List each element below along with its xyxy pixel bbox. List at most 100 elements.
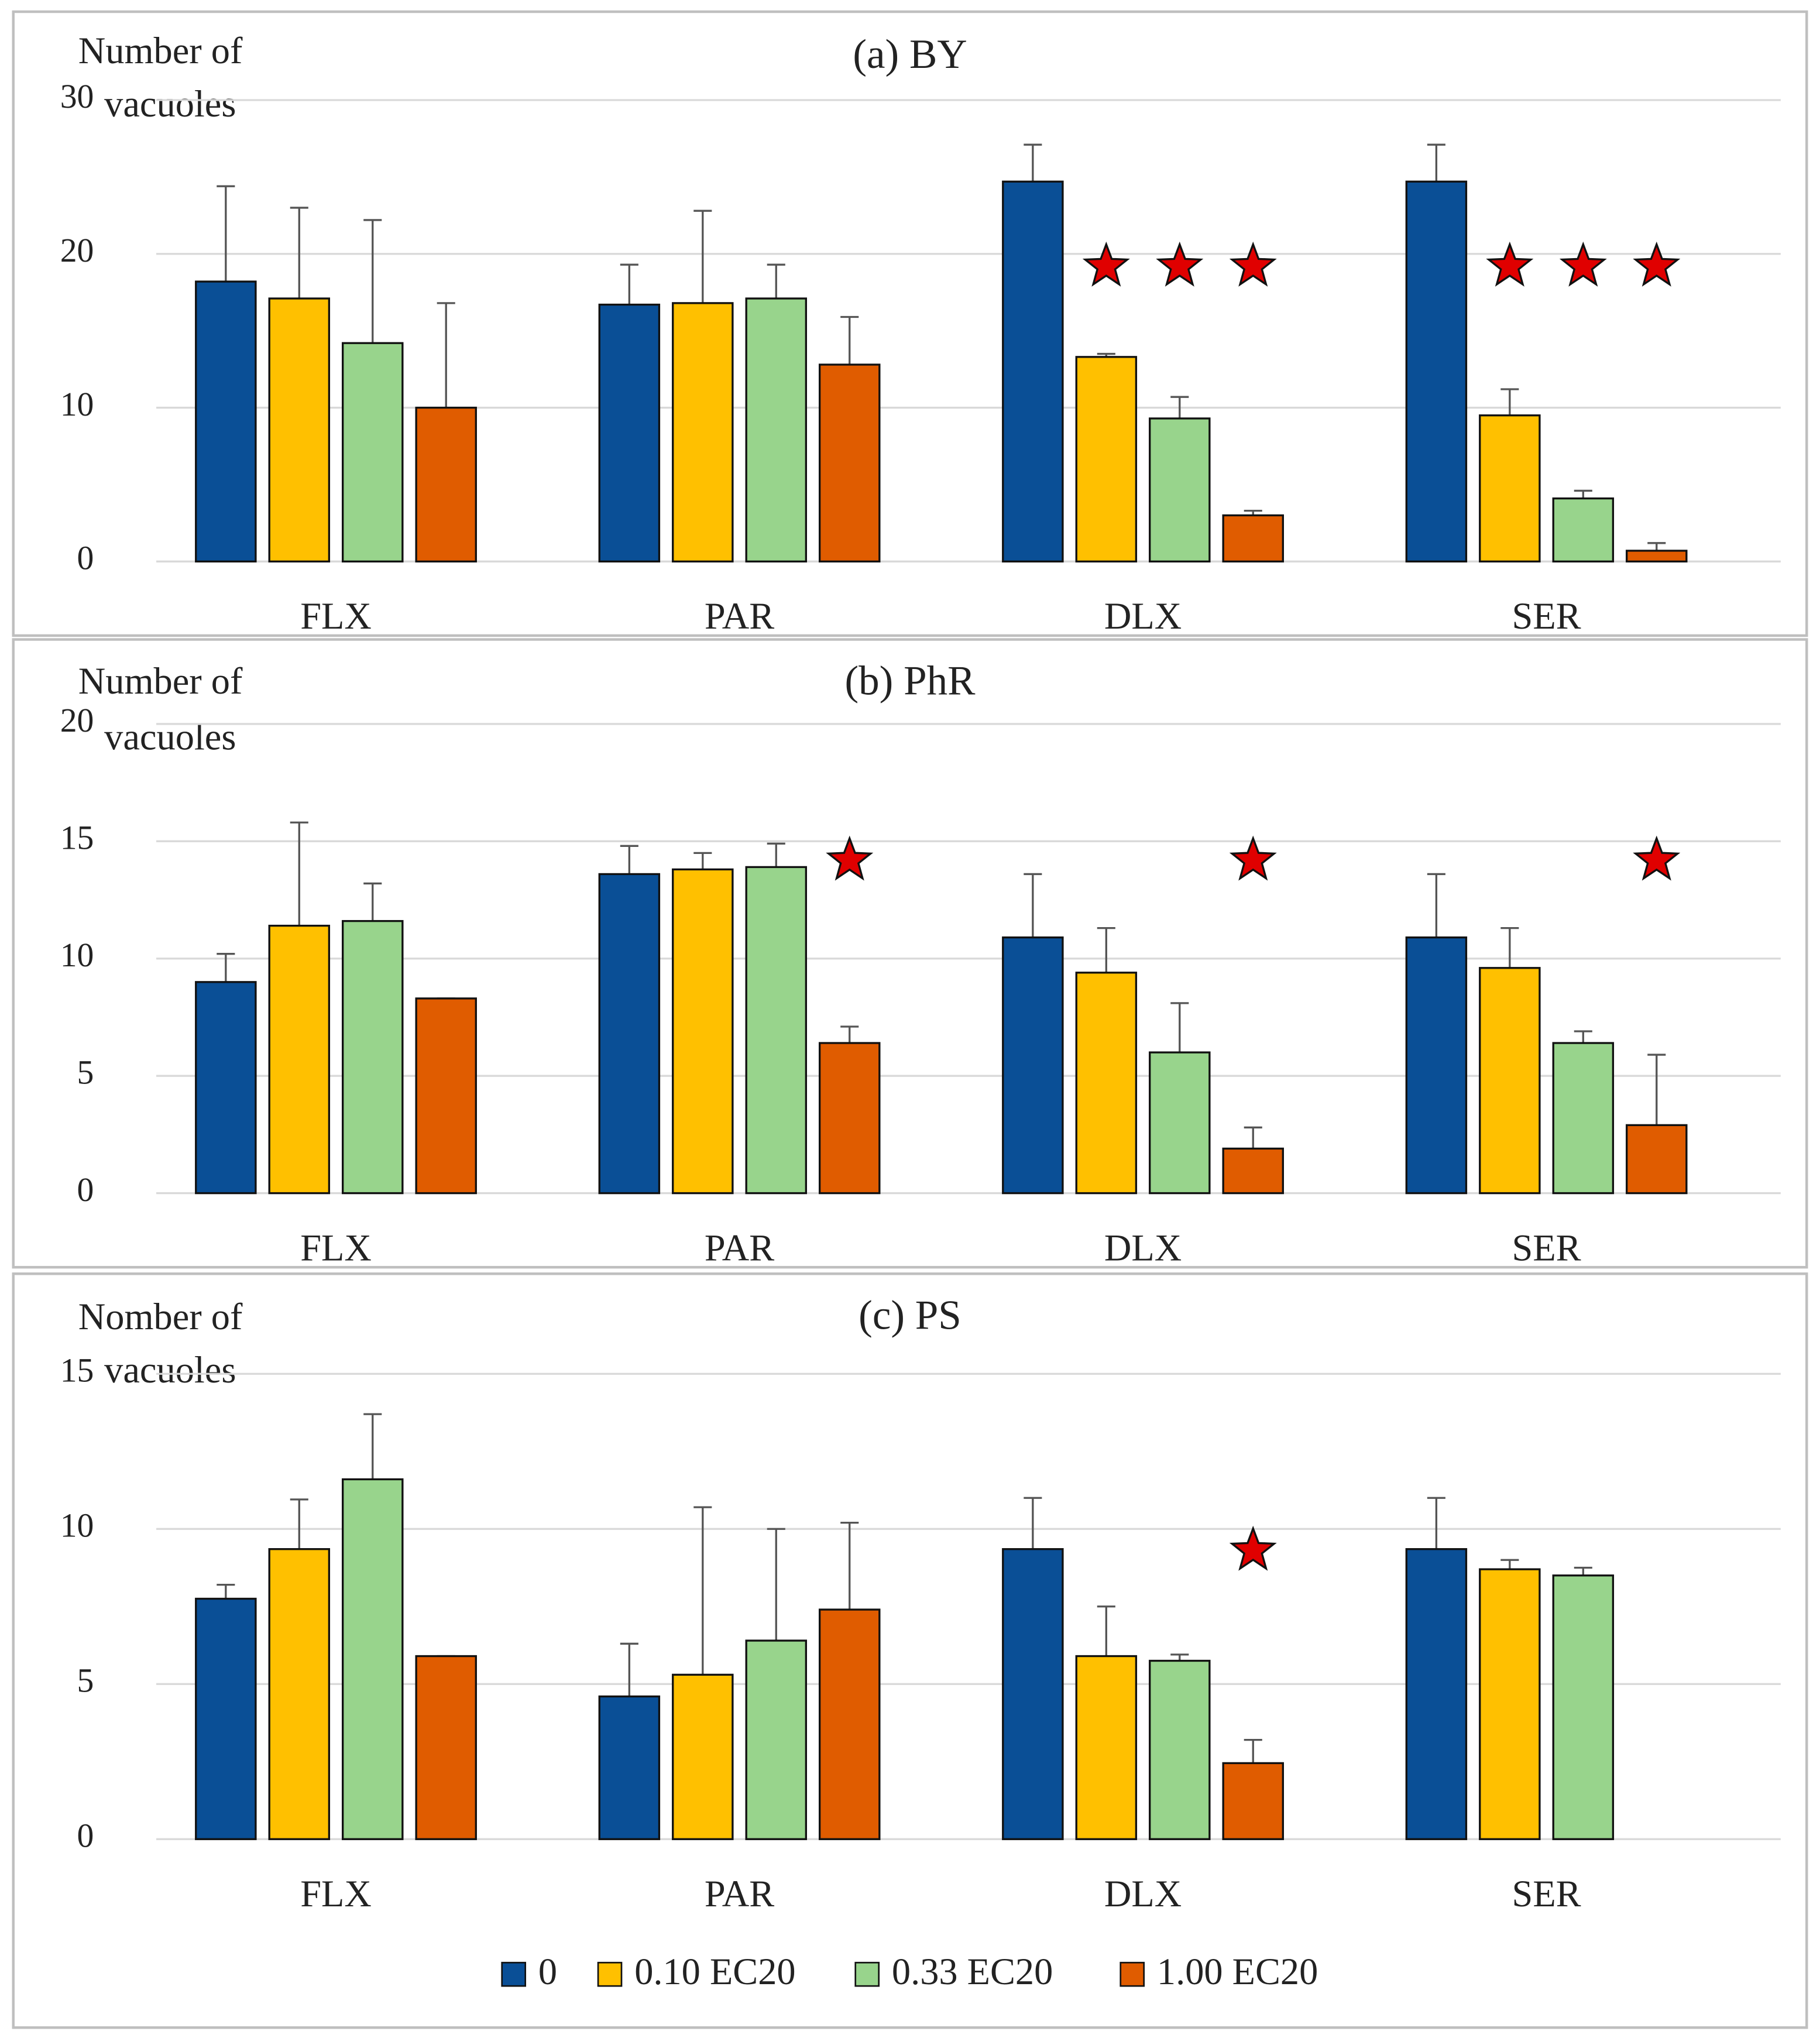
y-tick-label: 30 xyxy=(60,78,94,115)
significance-star xyxy=(826,835,874,881)
bar xyxy=(1149,417,1211,562)
bar xyxy=(745,866,808,1195)
legend-swatch xyxy=(1120,1961,1145,1987)
error-bar xyxy=(1244,1126,1262,1149)
bar xyxy=(1222,514,1284,562)
panel-frame xyxy=(12,10,1808,637)
error-bar xyxy=(1427,1497,1445,1549)
bar xyxy=(1626,550,1688,562)
legend-swatch xyxy=(597,1961,623,1987)
bar xyxy=(195,1597,257,1840)
significance-star xyxy=(1229,835,1277,881)
bar xyxy=(1626,1124,1688,1195)
y-tick-label: 15 xyxy=(60,820,94,857)
error-bar xyxy=(290,821,308,926)
error-bar xyxy=(1024,1497,1042,1549)
legend-swatch xyxy=(501,1961,527,1987)
y-axis-label: vacuoles xyxy=(104,1349,236,1391)
bar xyxy=(195,981,257,1195)
x-tick-label: PAR xyxy=(705,1873,774,1915)
error-bar xyxy=(1427,143,1445,182)
error-bar xyxy=(840,315,859,365)
bar xyxy=(195,280,257,562)
bar xyxy=(342,1478,404,1840)
x-tick-label: FLX xyxy=(300,1227,372,1268)
y-axis-label: Number of xyxy=(78,30,243,71)
chart-title: (c) PS xyxy=(859,1292,961,1338)
error-bar xyxy=(1500,388,1519,416)
bar xyxy=(1002,1548,1064,1840)
bar xyxy=(342,342,404,562)
y-tick-label: 5 xyxy=(77,1662,94,1699)
significance-star xyxy=(1229,1525,1277,1571)
legend-label: 0.33 EC20 xyxy=(892,1951,1053,1992)
error-bar xyxy=(1024,873,1042,938)
bar xyxy=(1075,972,1138,1195)
x-tick-label: SER xyxy=(1512,1227,1581,1268)
error-bar xyxy=(1170,1002,1189,1053)
bar xyxy=(1222,1762,1284,1840)
legend-swatch xyxy=(854,1961,880,1987)
x-tick-label: FLX xyxy=(300,595,372,637)
error-bar xyxy=(1647,542,1666,551)
bar xyxy=(1075,1655,1138,1840)
y-tick-label: 20 xyxy=(60,702,94,739)
bar xyxy=(1149,1659,1211,1840)
bar xyxy=(1552,1574,1615,1840)
bar xyxy=(415,997,477,1195)
y-axis-label: Nomber of xyxy=(78,1296,243,1337)
y-tick-label: 0 xyxy=(77,540,94,577)
bar xyxy=(818,1608,881,1840)
error-bar xyxy=(767,1528,785,1641)
y-tick-label: 10 xyxy=(60,937,94,974)
bar xyxy=(1405,936,1468,1195)
significance-star xyxy=(1633,241,1681,287)
bar xyxy=(598,303,661,562)
error-bar xyxy=(840,1521,859,1610)
bar xyxy=(672,868,734,1195)
error-bar xyxy=(620,1642,638,1697)
y-tick-label: 10 xyxy=(60,386,94,423)
error-bar xyxy=(1170,396,1189,418)
x-tick-label: PAR xyxy=(705,595,774,637)
error-bar xyxy=(363,882,382,921)
bar xyxy=(672,302,734,562)
x-tick-label: DLX xyxy=(1104,1227,1182,1268)
error-bar xyxy=(1500,1559,1519,1570)
y-tick-label: 10 xyxy=(60,1507,94,1544)
bar xyxy=(1479,414,1541,562)
significance-star xyxy=(1486,241,1534,287)
error-bar xyxy=(217,1583,235,1599)
error-bar xyxy=(1170,1653,1189,1661)
legend-label: 0.10 EC20 xyxy=(634,1951,795,1992)
error-bar xyxy=(1574,1566,1592,1576)
significance-star xyxy=(1559,241,1607,287)
error-bar xyxy=(620,845,638,874)
bar xyxy=(1405,180,1468,562)
bar xyxy=(268,924,331,1195)
bar xyxy=(598,873,661,1195)
chart-title: (a) BY xyxy=(853,32,967,77)
y-axis-label: Number of xyxy=(78,660,243,702)
error-bar xyxy=(1244,1738,1262,1763)
bar xyxy=(342,919,404,1195)
error-bar xyxy=(1574,1030,1592,1044)
panel-frame xyxy=(12,1272,1808,2029)
x-tick-label: SER xyxy=(1512,595,1581,637)
error-bar xyxy=(1647,1054,1666,1126)
bar xyxy=(415,1655,477,1840)
significance-star xyxy=(1633,835,1681,881)
bar xyxy=(1075,356,1138,562)
error-bar xyxy=(693,1506,712,1675)
error-bar xyxy=(693,210,712,303)
x-tick-label: SER xyxy=(1512,1873,1581,1915)
error-bar xyxy=(1574,489,1592,499)
bar xyxy=(268,1548,331,1840)
significance-star xyxy=(1156,241,1204,287)
significance-star xyxy=(1229,241,1277,287)
y-axis-label: vacuoles xyxy=(104,716,236,758)
y-tick-label: 15 xyxy=(60,1352,94,1389)
error-bar xyxy=(363,1413,382,1480)
error-bar xyxy=(620,263,638,305)
error-bar xyxy=(1500,927,1519,968)
